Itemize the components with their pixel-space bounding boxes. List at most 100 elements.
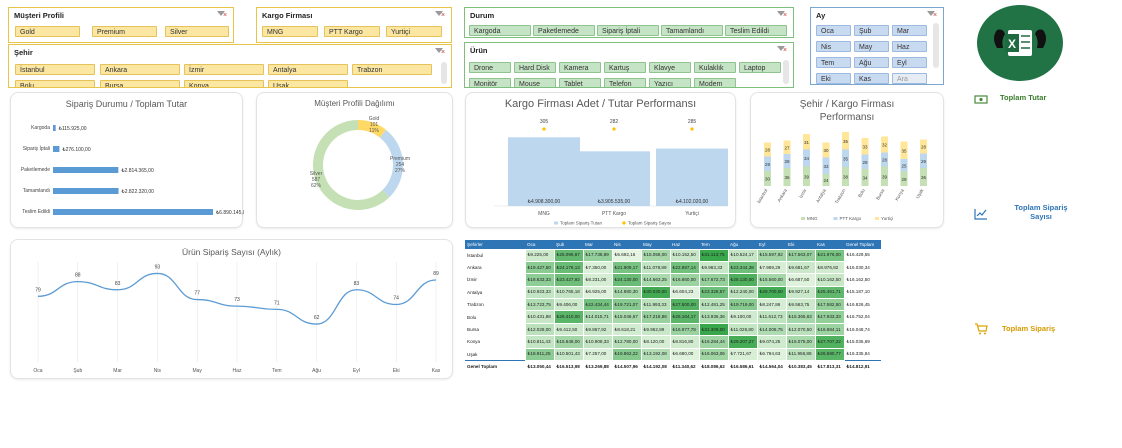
slicer-item-trabzon[interactable]: Trabzon [352,64,432,75]
slicer-item-izmir[interactable]: İzmir [184,64,264,75]
slicer-item-mouse[interactable]: Mouse [514,78,556,87]
data-label: 71 [274,300,280,306]
clear-filter-icon[interactable] [217,11,227,19]
slicer-item-tem[interactable]: Tem [816,57,851,68]
slicer-scrollbar[interactable] [441,62,447,84]
table-header-row: Şehirler Oca Şub Mar Nis May Haz Tem Ağu Eyl Eki Ka… [465,240,881,249]
table-cell: ₺16.684,11 [814,322,845,337]
row-total: ₺15.187,10 [846,289,870,295]
bar-segment [842,167,849,186]
table-cell: ₺31.309,00 [698,322,729,337]
column-header: Eki [786,240,815,249]
slicer-item-oca[interactable]: Oca [816,25,851,36]
slicer-item-yazici[interactable]: Yazıcı [649,78,691,87]
data-label: 35 [843,139,849,144]
slicer-item-mar[interactable]: Mar [892,25,927,36]
table-cell: ₺9.962,89 [640,322,671,337]
slicer-item-kartus[interactable]: Kartuş [604,62,646,73]
data-label: ₺4.908.300,00 [528,199,561,205]
clear-filter-icon[interactable] [777,11,787,19]
slicer-item-eki[interactable]: Eki [816,73,851,84]
table-cell: ₺10.811,43 [524,335,555,349]
slicer-item-nis[interactable]: Nis [816,41,851,52]
data-label: 28 [921,145,927,150]
table-cell: ₺14.663,25 [640,273,671,287]
legend-swatch [554,221,558,225]
clear-filter-icon[interactable] [435,48,445,56]
slicer-item-yurtici[interactable]: Yurtiçi [386,26,442,37]
slicer-item-ara[interactable]: Ara [892,73,927,84]
slicer-item-ptt-kargo[interactable]: PTT Kargo [324,26,380,37]
slicer-item-sub[interactable]: Şub [854,25,889,36]
slicer-item-may[interactable]: May [854,41,889,52]
slicer-scrollbar[interactable] [783,60,789,84]
slicer-item-usak[interactable]: Uşak [268,80,348,87]
table-total-row: Genel Toplam ₺13.050,44 ₺16.513,98 ₺13.269,… [465,359,881,374]
slice-value: 587 [312,177,321,183]
nav-toplam-siparis-sayisi[interactable]: Toplam Sipariş Sayısı [970,203,1120,225]
slicer-item-konya[interactable]: Konya [184,80,264,87]
slicer-item-istanbul[interactable]: İstanbul [15,64,95,75]
clear-filter-icon[interactable] [435,11,445,19]
table-cell: ₺11.956,88 [785,347,816,362]
slicer-item-tamamlandi[interactable]: Tamamlandı [661,25,723,36]
row-label: Bolu [467,314,477,320]
slicer-item-telefon[interactable]: Telefon [604,78,646,87]
urun-siparis-chart: 79 Oca 88 Şub 83 Mar 93 Nis 77 May 73 Haz 71 Tem 62 Ağu… [33,262,441,374]
slicer-item-mng[interactable]: MNG [262,26,318,37]
slicer-item-bolu[interactable]: Bolu [15,80,95,87]
column-header: Şub [554,240,583,249]
slicer-item-premium[interactable]: Premium [92,26,157,37]
slicer-item-drone[interactable]: Drone [469,62,511,73]
table-cell: ₺15.365,63 [785,310,816,324]
table-cell: ₺10.524,17 [727,248,758,262]
row-total: ₺16.429,55 [846,252,870,258]
table-cell: ₺14.880,30 [611,285,642,300]
slicer-item-ankara[interactable]: Ankara [100,64,180,75]
sehir-kargo-chart: 30 29 28 İstanbul 36 28 27 Ankara 39 34 31 İzmir 24 3… [755,132,927,221]
slicer-item-klavye[interactable]: Klavye [649,62,691,73]
data-label: 29 [862,160,868,165]
category-label: PTT Kargo [602,211,626,217]
nav-toplam-siparis[interactable]: Toplam Sipariş [970,322,1120,336]
slicer-item-hard-disk[interactable]: Hard Disk [514,62,556,73]
slicer-item-modem[interactable]: Modem [694,78,736,87]
data-label: 24 [823,178,829,183]
table-cell: ₺14.015,71 [582,310,613,324]
slicer-item-agu[interactable]: Ağu [854,57,889,68]
slicer-item-monitor[interactable]: Monitör [469,78,511,87]
category-label: Tamamlandı [23,188,50,194]
slicer-scrollbar[interactable] [933,23,939,68]
slicer-item-kulaklik[interactable]: Kulaklık [694,62,736,73]
slicer-item-kas[interactable]: Kas [854,73,889,84]
clear-filter-icon[interactable] [777,46,787,54]
data-label: 35 [901,148,907,153]
table-row: Bursa ₺12.028,00 ₺9.412,50 ₺9.867,92 ₺8.618,… [465,322,881,337]
slicer-item-bursa[interactable]: Bursa [100,80,180,87]
bar-segment [900,171,908,186]
slicer-item-haz[interactable]: Haz [892,41,927,52]
nav-toplam-tutar[interactable]: Toplam Tutar [970,92,1120,106]
slicer-item-kamera[interactable]: Kamera [559,62,601,73]
data-label: 33 [823,164,829,169]
svg-text:X: X [1008,37,1016,51]
table-cell: ₺7.969,29 [756,260,787,275]
slice-pct: 62% [311,183,322,189]
bar-segment [842,149,849,167]
slicer-item-kargoda[interactable]: Kargoda [469,25,531,36]
slicer-item-antalya[interactable]: Antalya [268,64,348,75]
slicer-item-gold[interactable]: Gold [15,26,80,37]
slicer-item-tablet[interactable]: Tablet [559,78,601,87]
column-header: May [641,240,670,249]
count-marker [612,127,616,131]
slicer-item-teslim-edildi[interactable]: Teslim Edildi [725,25,787,36]
clear-filter-icon[interactable] [927,11,937,19]
slicer-item-paketlemede[interactable]: Paketlemede [533,25,595,36]
slicer-item-silver[interactable]: Silver [165,26,229,37]
table-cell: ₺10.383,45 [785,359,816,374]
slicer-item-eyl[interactable]: Eyl [892,57,927,68]
data-label: 28 [882,158,888,163]
slicer-item-laptop[interactable]: Laptop [739,62,781,73]
table-row: Bolu ₺10.431,88 ₺26.410,00 ₺14.015,71 ₺15.04… [465,310,881,324]
slicer-item-siparis-iptali[interactable]: Sipariş İptali [597,25,659,36]
